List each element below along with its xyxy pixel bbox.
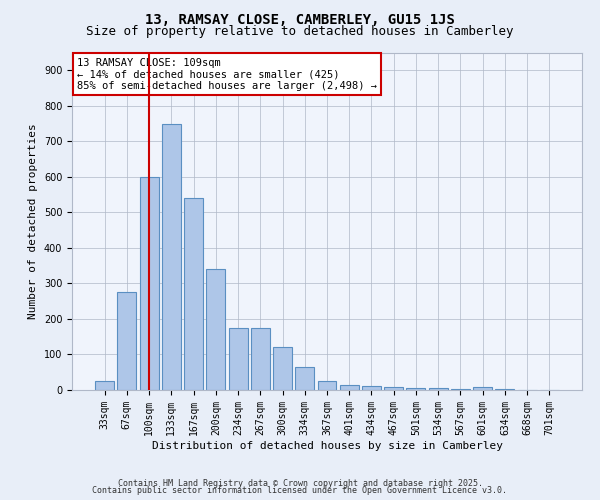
Text: 13 RAMSAY CLOSE: 109sqm
← 14% of detached houses are smaller (425)
85% of semi-d: 13 RAMSAY CLOSE: 109sqm ← 14% of detache… [77, 58, 377, 91]
Bar [406, 388, 425, 390]
Bar [95, 381, 114, 390]
Bar [362, 386, 381, 390]
Bar [451, 389, 470, 390]
Bar [184, 198, 203, 390]
Bar [384, 387, 403, 390]
X-axis label: Distribution of detached houses by size in Camberley: Distribution of detached houses by size … [151, 440, 503, 450]
Bar [273, 348, 292, 390]
Bar [473, 387, 492, 390]
Y-axis label: Number of detached properties: Number of detached properties [28, 124, 38, 319]
Bar [206, 269, 225, 390]
Text: 13, RAMSAY CLOSE, CAMBERLEY, GU15 1JS: 13, RAMSAY CLOSE, CAMBERLEY, GU15 1JS [145, 12, 455, 26]
Text: Contains HM Land Registry data © Crown copyright and database right 2025.: Contains HM Land Registry data © Crown c… [118, 478, 482, 488]
Bar [295, 367, 314, 390]
Bar [140, 177, 158, 390]
Bar [251, 328, 270, 390]
Text: Contains public sector information licensed under the Open Government Licence v3: Contains public sector information licen… [92, 486, 508, 495]
Bar [229, 328, 248, 390]
Bar [317, 381, 337, 390]
Bar [429, 388, 448, 390]
Bar [118, 292, 136, 390]
Text: Size of property relative to detached houses in Camberley: Size of property relative to detached ho… [86, 25, 514, 38]
Bar [162, 124, 181, 390]
Bar [340, 384, 359, 390]
